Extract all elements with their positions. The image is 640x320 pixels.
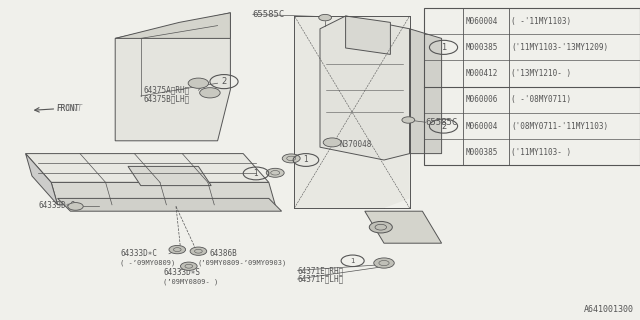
Text: ('11MY1103-'13MY1209): ('11MY1103-'13MY1209) xyxy=(511,43,609,52)
Polygon shape xyxy=(365,211,442,243)
Text: 64333D∗C: 64333D∗C xyxy=(38,201,76,210)
Text: 64375A〈RH〉: 64375A〈RH〉 xyxy=(144,86,190,95)
Text: ('08MY0711-'11MY1103): ('08MY0711-'11MY1103) xyxy=(511,122,609,131)
Polygon shape xyxy=(320,16,410,160)
Text: 1: 1 xyxy=(253,169,259,178)
Circle shape xyxy=(169,245,186,254)
Circle shape xyxy=(68,203,83,210)
Text: 65585C: 65585C xyxy=(253,10,285,19)
Text: 1: 1 xyxy=(441,43,446,52)
Circle shape xyxy=(190,247,207,255)
Text: N370048: N370048 xyxy=(339,140,372,149)
Text: ( -'08MY0711): ( -'08MY0711) xyxy=(511,95,572,104)
Text: M060004: M060004 xyxy=(466,122,499,131)
Text: M060004: M060004 xyxy=(466,17,499,26)
Text: FRONT: FRONT xyxy=(56,104,79,113)
Text: M000412: M000412 xyxy=(466,69,499,78)
Text: (’09MY0809- ): (’09MY0809- ) xyxy=(163,278,218,285)
Text: 64375B〈LH〉: 64375B〈LH〉 xyxy=(144,94,190,103)
Circle shape xyxy=(323,138,341,147)
Text: 64333D∗S: 64333D∗S xyxy=(163,268,200,277)
Circle shape xyxy=(180,262,197,270)
Polygon shape xyxy=(26,154,58,205)
Text: ( -’09MY0809): ( -’09MY0809) xyxy=(120,259,175,266)
Polygon shape xyxy=(58,198,282,211)
Circle shape xyxy=(200,88,220,98)
Circle shape xyxy=(402,117,415,123)
Circle shape xyxy=(188,78,209,88)
Text: 1: 1 xyxy=(350,258,355,264)
Text: 64333D∗C: 64333D∗C xyxy=(120,249,157,258)
Text: (’09MY0809-’09MY0903): (’09MY0809-’09MY0903) xyxy=(197,259,286,266)
Circle shape xyxy=(266,168,284,177)
Text: 64371E〈RH〉: 64371E〈RH〉 xyxy=(298,266,344,275)
Text: 2: 2 xyxy=(221,77,227,86)
Polygon shape xyxy=(115,13,230,38)
Polygon shape xyxy=(346,16,390,54)
Circle shape xyxy=(369,221,392,233)
Text: 2: 2 xyxy=(441,122,446,131)
Circle shape xyxy=(282,154,300,163)
Text: ('11MY1103- ): ('11MY1103- ) xyxy=(511,148,572,157)
Polygon shape xyxy=(410,29,442,154)
Circle shape xyxy=(374,258,394,268)
Text: FRONT: FRONT xyxy=(56,104,83,113)
Polygon shape xyxy=(115,13,230,141)
Polygon shape xyxy=(128,166,211,186)
Polygon shape xyxy=(294,16,410,208)
Polygon shape xyxy=(26,154,269,182)
Polygon shape xyxy=(51,182,275,205)
Text: 1: 1 xyxy=(303,156,308,164)
Text: ( -'11MY1103): ( -'11MY1103) xyxy=(511,17,572,26)
Text: ('13MY1210- ): ('13MY1210- ) xyxy=(511,69,572,78)
Text: M000385: M000385 xyxy=(466,43,499,52)
Text: 64371F〈LH〉: 64371F〈LH〉 xyxy=(298,275,344,284)
Bar xyxy=(424,8,640,165)
Text: M060006: M060006 xyxy=(466,95,499,104)
Circle shape xyxy=(319,14,332,21)
Text: A641001300: A641001300 xyxy=(584,305,634,314)
Text: 64386B: 64386B xyxy=(210,249,237,258)
Text: M000385: M000385 xyxy=(466,148,499,157)
Text: 65585C: 65585C xyxy=(426,118,458,127)
